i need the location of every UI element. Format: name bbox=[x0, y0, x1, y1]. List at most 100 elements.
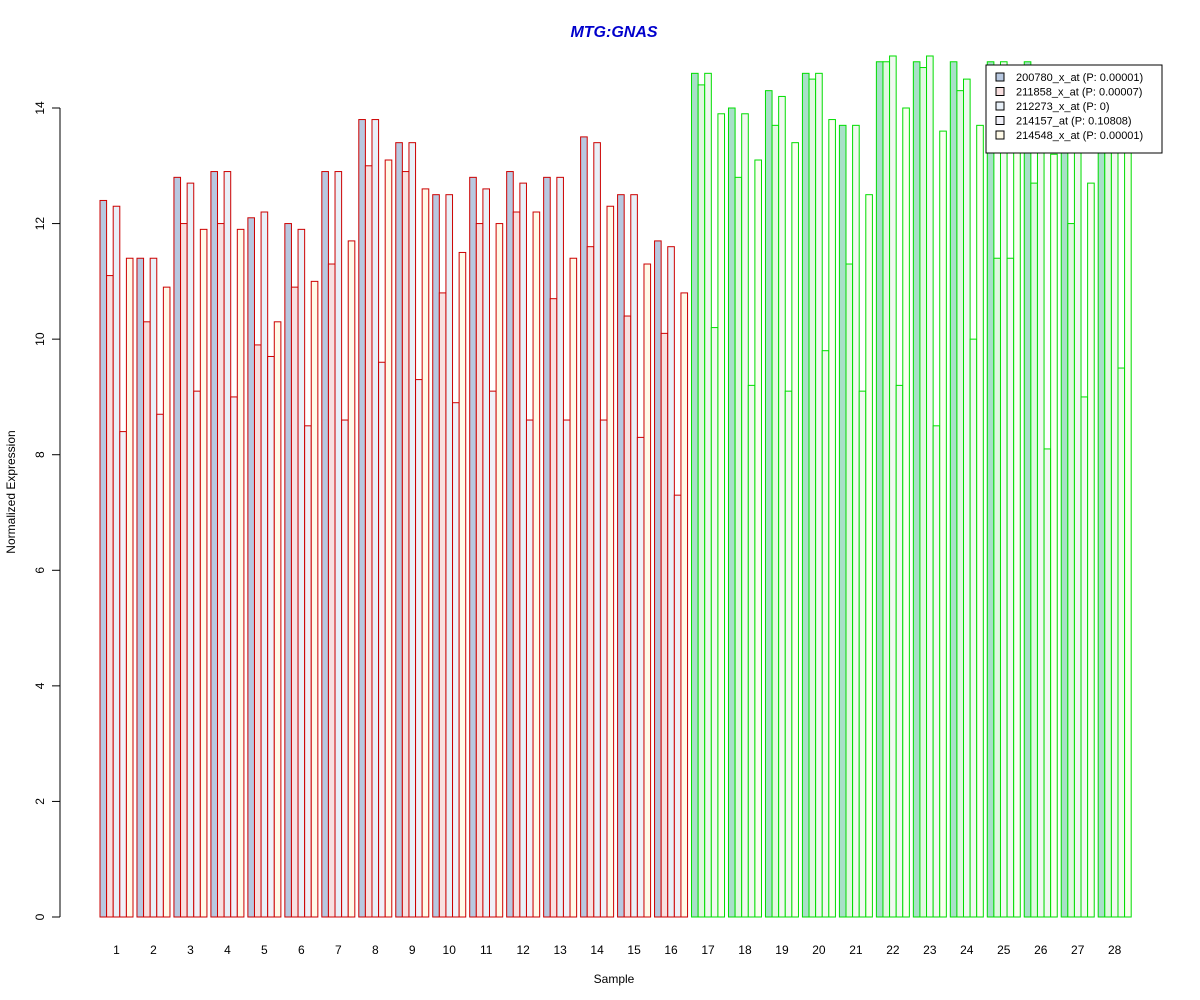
bar bbox=[495, 223, 504, 918]
bar bbox=[727, 107, 736, 918]
bar bbox=[845, 263, 854, 918]
bar bbox=[1124, 124, 1132, 918]
y-tick-label: 6 bbox=[33, 567, 47, 574]
bars bbox=[99, 55, 1132, 918]
bar bbox=[199, 228, 208, 918]
bar bbox=[784, 390, 793, 918]
bar bbox=[273, 321, 282, 918]
bar bbox=[267, 355, 275, 918]
bar bbox=[667, 246, 675, 918]
bar bbox=[236, 228, 245, 918]
bar bbox=[230, 396, 238, 918]
bar bbox=[186, 182, 195, 918]
bar bbox=[999, 61, 1008, 918]
bar bbox=[519, 182, 527, 918]
bar bbox=[532, 211, 541, 918]
bar bbox=[660, 332, 669, 918]
bar bbox=[149, 257, 158, 918]
bar bbox=[408, 142, 417, 918]
bar bbox=[378, 361, 386, 918]
x-tick-label: 14 bbox=[590, 943, 604, 957]
bar bbox=[562, 419, 571, 918]
bar bbox=[821, 350, 830, 918]
bar bbox=[741, 113, 749, 918]
bar bbox=[284, 223, 292, 918]
bar bbox=[902, 107, 910, 918]
x-tick-label: 27 bbox=[1071, 943, 1085, 957]
x-tick-label: 16 bbox=[664, 943, 678, 957]
bar bbox=[173, 176, 182, 918]
bar bbox=[401, 171, 410, 918]
bar bbox=[764, 90, 773, 918]
x-tick-label: 19 bbox=[775, 943, 789, 957]
bar bbox=[838, 124, 847, 918]
bar bbox=[1087, 182, 1095, 918]
x-tick-label: 10 bbox=[443, 943, 457, 957]
legend-swatch bbox=[995, 87, 1005, 96]
bar bbox=[771, 124, 780, 918]
bar bbox=[734, 176, 743, 918]
bar bbox=[586, 246, 595, 918]
bar bbox=[371, 119, 380, 918]
bar bbox=[489, 390, 497, 918]
bar bbox=[438, 292, 447, 918]
legend-label: 212273_x_at (P: 0) bbox=[1016, 101, 1110, 113]
bar bbox=[327, 263, 336, 918]
bar bbox=[580, 136, 588, 918]
legend-label: 214548_x_at (P: 0.00001) bbox=[1016, 130, 1143, 142]
x-tick-label: 28 bbox=[1108, 943, 1122, 957]
bar bbox=[119, 431, 127, 918]
bar bbox=[506, 171, 514, 918]
bar bbox=[384, 159, 393, 918]
legend: 200780_x_at (P: 0.00001) 211858_x_at (P: … bbox=[985, 64, 1163, 154]
legend-label: 200780_x_at (P: 0.00001) bbox=[1016, 72, 1143, 84]
bar bbox=[875, 61, 884, 918]
y-tick-label: 12 bbox=[33, 217, 47, 231]
bar bbox=[710, 327, 719, 918]
bar bbox=[969, 338, 978, 918]
bar bbox=[415, 379, 423, 918]
legend-swatch bbox=[995, 130, 1005, 140]
bar bbox=[347, 240, 356, 918]
bar bbox=[912, 61, 921, 918]
bar bbox=[680, 292, 689, 918]
y-tick-label: 8 bbox=[33, 451, 47, 458]
bar bbox=[469, 176, 477, 918]
bar bbox=[1030, 182, 1038, 918]
bar bbox=[445, 194, 454, 918]
bar bbox=[1023, 61, 1032, 918]
bar bbox=[932, 425, 941, 918]
bar bbox=[99, 199, 108, 918]
x-tick-label: 2 bbox=[150, 943, 157, 957]
bar bbox=[106, 275, 114, 918]
bar bbox=[1050, 153, 1058, 918]
x-axis-label: Sample bbox=[594, 972, 635, 986]
bar bbox=[1097, 72, 1106, 918]
x-tick-label: 26 bbox=[1034, 943, 1048, 957]
legend-label: 211858_x_at (P: 0.00007) bbox=[1016, 87, 1142, 99]
bar bbox=[801, 72, 810, 918]
bar bbox=[852, 124, 860, 918]
bar bbox=[858, 390, 867, 918]
bar bbox=[395, 142, 403, 918]
bar bbox=[525, 419, 534, 918]
x-tick-label: 4 bbox=[224, 943, 231, 957]
y-tick-label: 14 bbox=[33, 101, 47, 115]
x-tick-label: 17 bbox=[701, 943, 715, 957]
bar bbox=[1060, 90, 1069, 918]
x-tick-label: 5 bbox=[261, 943, 268, 957]
legend-swatch bbox=[995, 116, 1005, 125]
legend-swatch bbox=[995, 72, 1005, 82]
bar bbox=[697, 84, 706, 918]
y-tick-label: 10 bbox=[33, 332, 47, 346]
bar bbox=[939, 130, 947, 918]
bar bbox=[1067, 223, 1075, 918]
x-tick-label: 13 bbox=[553, 943, 567, 957]
x-tick-label: 3 bbox=[187, 943, 194, 957]
y-axis: 0 2 4 6 8 10 12 14 bbox=[33, 101, 61, 920]
x-tick-label: 24 bbox=[960, 943, 974, 957]
bar bbox=[458, 251, 467, 918]
bar bbox=[636, 436, 645, 918]
bar bbox=[889, 55, 897, 918]
x-tick-label: 7 bbox=[335, 943, 342, 957]
